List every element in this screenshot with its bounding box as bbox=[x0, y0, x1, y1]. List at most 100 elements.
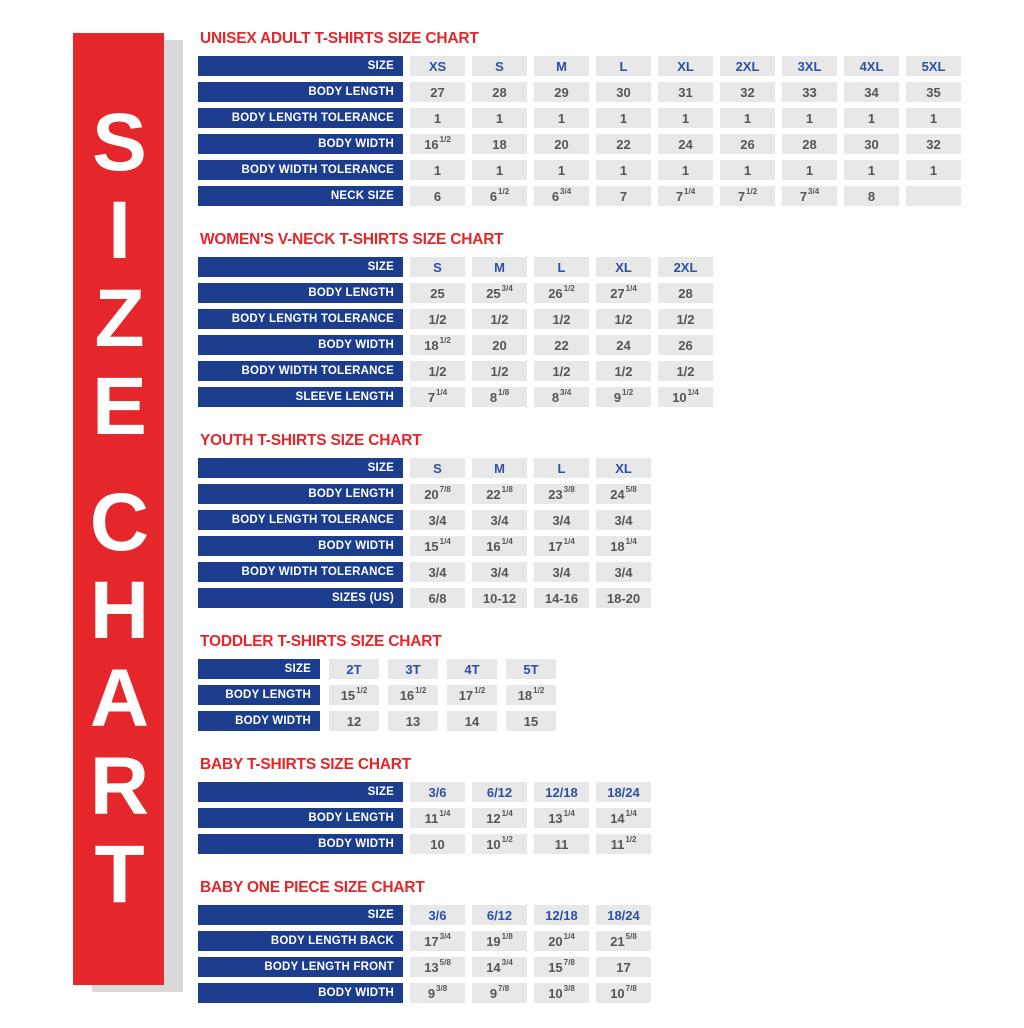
fraction-superscript: 3/4 bbox=[808, 187, 820, 196]
fraction-superscript: 1/8 bbox=[498, 388, 510, 397]
fraction-superscript: 1/2 bbox=[501, 835, 513, 844]
value-cell: 16 1/2 bbox=[388, 685, 438, 705]
value-cell: 26 bbox=[720, 134, 775, 154]
fraction-superscript: 1/2 bbox=[746, 187, 758, 196]
column-header: 2XL bbox=[720, 56, 775, 76]
column-header: XS bbox=[410, 56, 465, 76]
value-cell: 6 1/2 bbox=[472, 186, 527, 206]
value-cell: 14 1/4 bbox=[596, 808, 651, 828]
value-cell: 14 3/4 bbox=[472, 957, 527, 977]
table-row: BODY LENGTH TOLERANCE 3/4 3/4 3/4 3/4 bbox=[198, 510, 998, 530]
row-label: BODY LENGTH bbox=[198, 685, 320, 705]
value-cell: 18 1/4 bbox=[596, 536, 651, 556]
value-cell: 1 bbox=[782, 160, 837, 180]
value-cell: 23 3/8 bbox=[534, 484, 589, 504]
row-label: NECK SIZE bbox=[198, 186, 403, 206]
value-cell: 15 1/4 bbox=[410, 536, 465, 556]
value-cell: 1/2 bbox=[410, 309, 465, 329]
value-cell: 30 bbox=[596, 82, 651, 102]
value-cell: 22 1/8 bbox=[472, 484, 527, 504]
fraction-superscript: 3/8 bbox=[436, 984, 448, 993]
value-cell: 3/4 bbox=[410, 562, 465, 582]
fraction-superscript: 1/4 bbox=[687, 388, 699, 397]
column-header: 18/24 bbox=[596, 905, 651, 925]
row-label: BODY WIDTH TOLERANCE bbox=[198, 361, 403, 381]
size-header-label: SIZE bbox=[198, 905, 403, 925]
table-title: WOMEN'S V-NECK T-SHIRTS SIZE CHART bbox=[200, 231, 504, 248]
size-table: YOUTH T-SHIRTS SIZE CHART SIZE S M L XL BODY L… bbox=[198, 432, 998, 608]
column-header: 12/18 bbox=[534, 905, 589, 925]
table-row: BODY WIDTH 16 1/2 18 20 22 24 26 28 30 32 bbox=[198, 134, 998, 154]
value-cell: 18-20 bbox=[596, 588, 651, 608]
fraction-superscript: 1/4 bbox=[439, 537, 451, 546]
value-cell: 24 5/8 bbox=[596, 484, 651, 504]
value-cell: 14 bbox=[447, 711, 497, 731]
value-cell: 1/2 bbox=[472, 309, 527, 329]
row-label: BODY LENGTH TOLERANCE bbox=[198, 309, 403, 329]
value-cell: 3/4 bbox=[596, 510, 651, 530]
value-cell: 17 1/2 bbox=[447, 685, 497, 705]
fraction-superscript: 1/2 bbox=[533, 686, 545, 695]
row-label: BODY WIDTH bbox=[198, 834, 403, 854]
value-cell: 16 1/4 bbox=[472, 536, 527, 556]
row-label: SIZES (US) bbox=[198, 588, 403, 608]
banner-letter: E bbox=[92, 361, 147, 452]
value-cell: 10 7/8 bbox=[596, 983, 651, 1003]
table-row: BODY WIDTH TOLERANCE 1 1 1 1 1 1 1 1 1 bbox=[198, 160, 998, 180]
value-cell: 3/4 bbox=[596, 562, 651, 582]
row-label: BODY WIDTH bbox=[198, 134, 403, 154]
fraction-superscript: 1/4 bbox=[684, 187, 696, 196]
value-cell: 1/2 bbox=[596, 309, 651, 329]
value-cell: 17 3/4 bbox=[410, 931, 465, 951]
value-cell: 6/8 bbox=[410, 588, 465, 608]
table-header-row: SIZE 2T 3T 4T 5T bbox=[198, 659, 998, 679]
value-cell: 9 7/8 bbox=[472, 983, 527, 1003]
column-header: 6/12 bbox=[472, 905, 527, 925]
value-cell: 35 bbox=[906, 82, 961, 102]
value-cell: 27 bbox=[410, 82, 465, 102]
value-cell: 20 7/8 bbox=[410, 484, 465, 504]
row-label: BODY LENGTH TOLERANCE bbox=[198, 510, 403, 530]
table-row: NECK SIZE 6 6 1/2 6 3/4 7 7 1/4 7 1/2 7 3/4 8 bbox=[198, 186, 998, 206]
row-label: BODY WIDTH TOLERANCE bbox=[198, 160, 403, 180]
value-cell: 1 bbox=[596, 160, 651, 180]
row-label: BODY WIDTH bbox=[198, 711, 320, 731]
value-cell: 1/2 bbox=[658, 309, 713, 329]
fraction-superscript: 1/2 bbox=[415, 686, 427, 695]
fraction-superscript: 3/4 bbox=[439, 932, 451, 941]
table-row: BODY WIDTH 9 3/8 9 7/8 10 3/8 10 7/8 bbox=[198, 983, 998, 1003]
banner-letter: S bbox=[92, 97, 147, 188]
fraction-superscript: 1/2 bbox=[439, 336, 451, 345]
value-cell: 24 bbox=[596, 335, 651, 355]
value-cell: 33 bbox=[782, 82, 837, 102]
value-cell: 15 1/2 bbox=[329, 685, 379, 705]
fraction-superscript: 1/2 bbox=[474, 686, 486, 695]
table-row: BODY LENGTH TOLERANCE 1 1 1 1 1 1 1 1 1 bbox=[198, 108, 998, 128]
value-cell: 31 bbox=[658, 82, 713, 102]
table-row: BODY WIDTH 12 13 14 15 bbox=[198, 711, 998, 731]
value-cell: 3/4 bbox=[534, 510, 589, 530]
fraction-superscript: 1/4 bbox=[436, 388, 448, 397]
fraction-superscript: 3/4 bbox=[560, 187, 572, 196]
size-header-label: SIZE bbox=[198, 458, 403, 478]
table-row: BODY LENGTH 27 28 29 30 31 32 33 34 35 bbox=[198, 82, 998, 102]
column-header: XL bbox=[596, 257, 651, 277]
value-cell: 6 bbox=[410, 186, 465, 206]
fraction-superscript: 1/4 bbox=[625, 809, 637, 818]
column-header: 2XL bbox=[658, 257, 713, 277]
value-cell: 13 1/4 bbox=[534, 808, 589, 828]
fraction-superscript: 1/8 bbox=[501, 485, 513, 494]
fraction-superscript: 1/2 bbox=[498, 187, 510, 196]
value-cell: 11 bbox=[534, 834, 589, 854]
table-header-row: SIZE XS S M L XL 2XL 3XL 4XL 5XL bbox=[198, 56, 998, 76]
banner-letter: I bbox=[108, 185, 131, 276]
banner-letter: A bbox=[89, 653, 149, 744]
size-table: UNISEX ADULT T-SHIRTS SIZE CHART SIZE XS S M… bbox=[198, 30, 998, 206]
table-row: BODY LENGTH 25 25 3/4 26 1/2 27 1/4 28 bbox=[198, 283, 998, 303]
table-title: UNISEX ADULT T-SHIRTS SIZE CHART bbox=[200, 30, 479, 47]
column-header: 3/6 bbox=[410, 782, 465, 802]
table-header-row: SIZE S M L XL bbox=[198, 458, 998, 478]
table-title: BABY T-SHIRTS SIZE CHART bbox=[200, 756, 412, 773]
row-label: BODY WIDTH TOLERANCE bbox=[198, 562, 403, 582]
